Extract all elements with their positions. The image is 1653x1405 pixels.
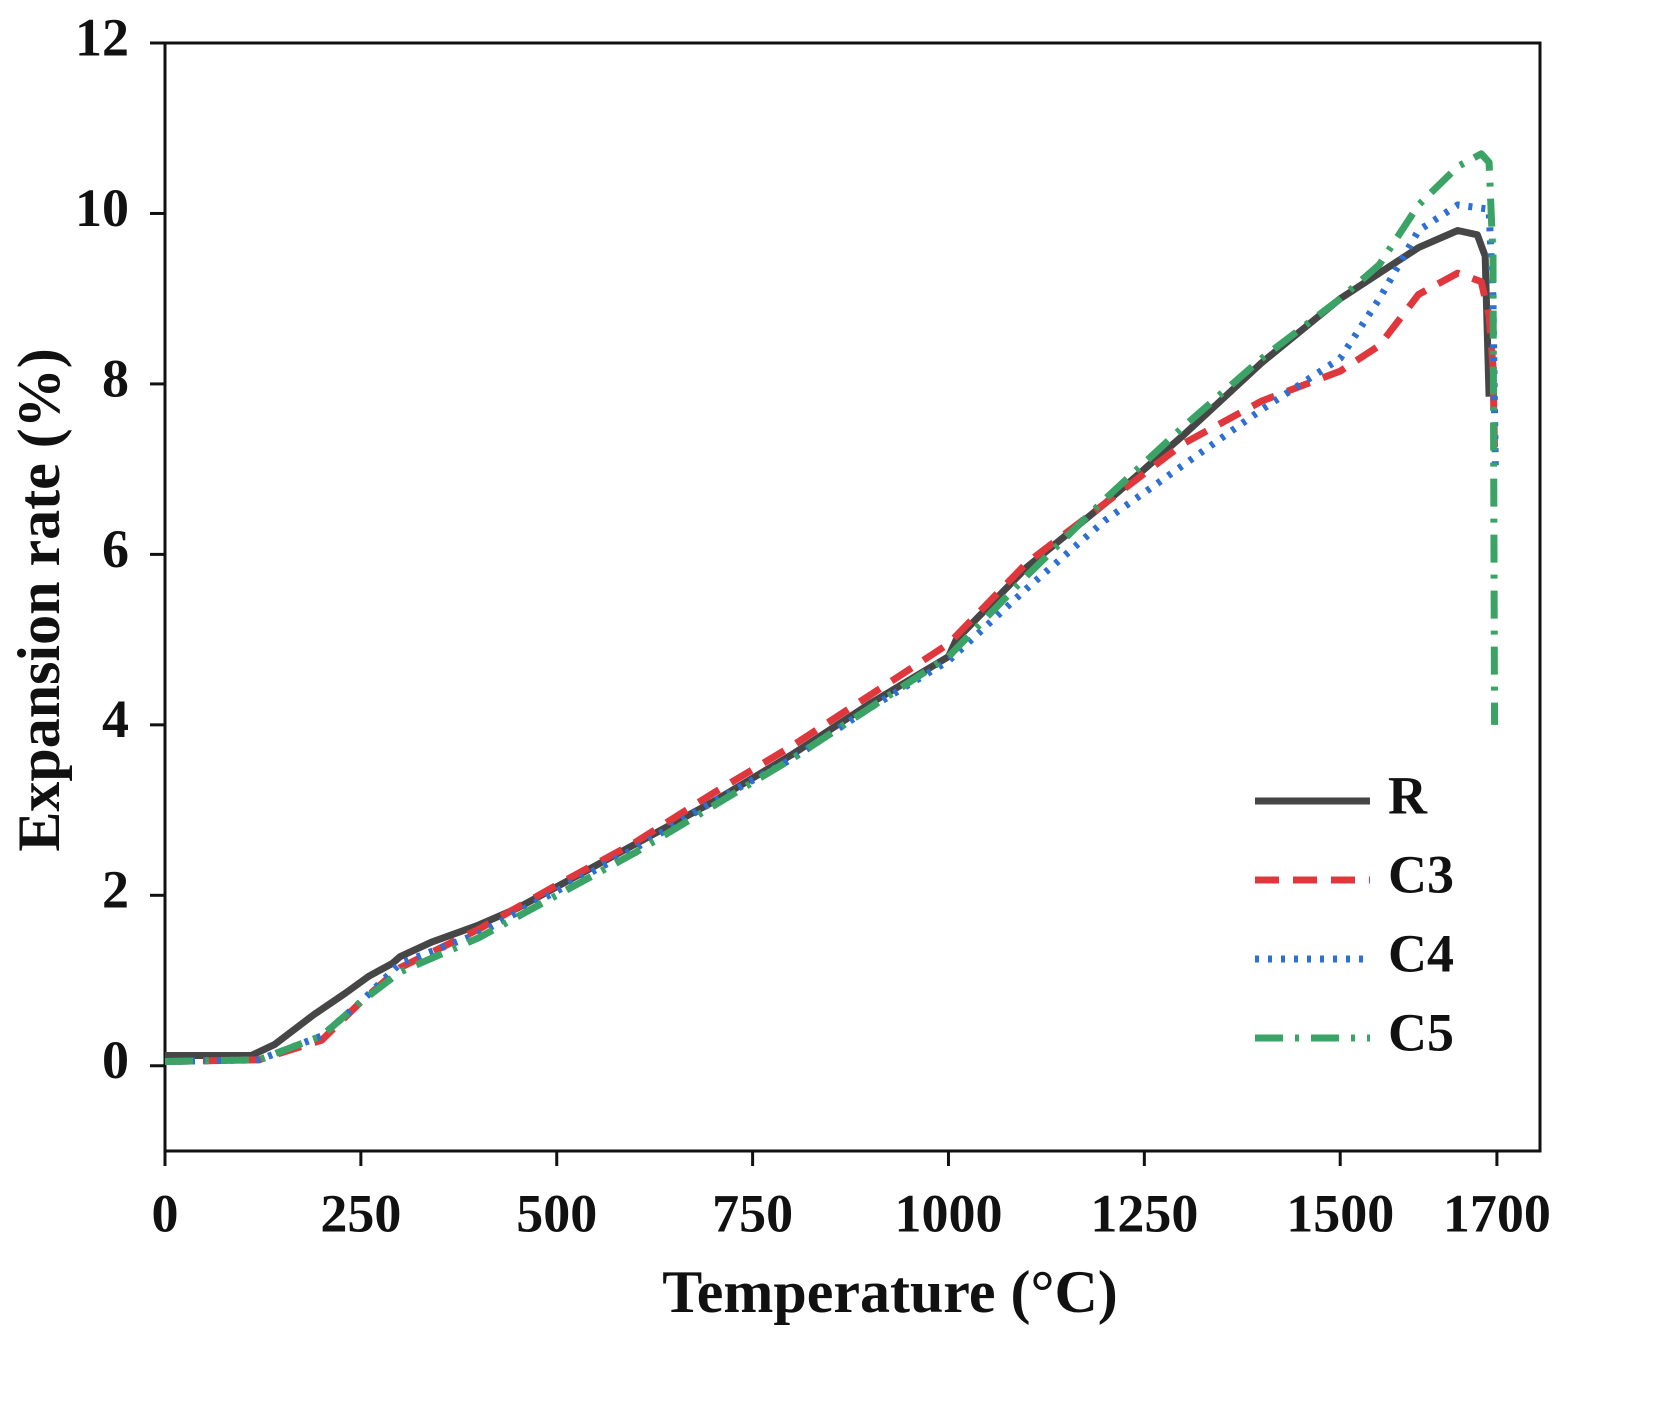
line-series	[165, 227, 1493, 1060]
legend-label: C5	[1388, 1002, 1454, 1062]
x-tick-label: 750	[712, 1183, 793, 1243]
legend-label: C3	[1388, 844, 1454, 904]
y-axis-title: Expansion rate (%)	[6, 348, 72, 851]
x-tick-label: 1700	[1443, 1183, 1551, 1243]
legend-label: C4	[1388, 923, 1454, 983]
line-series	[164, 269, 1499, 1066]
y-tick-label: 0	[102, 1030, 129, 1090]
line-series	[164, 150, 1499, 1066]
y-tick-label: 4	[102, 689, 129, 749]
y-tick-label: 10	[75, 178, 129, 238]
x-tick-label: 0	[152, 1183, 179, 1243]
x-tick-label: 1250	[1090, 1183, 1198, 1243]
x-tick-label: 1000	[894, 1183, 1002, 1243]
y-tick-label: 12	[75, 7, 129, 67]
legend-label: R	[1388, 765, 1428, 825]
y-tick-label: 8	[102, 348, 129, 408]
x-tick-label: 500	[516, 1183, 597, 1243]
y-tick-label: 6	[102, 519, 129, 579]
plot-frame	[163, 41, 1542, 1153]
x-axis-title: Temperature (°C)	[662, 1259, 1118, 1325]
x-tick-label: 250	[320, 1183, 401, 1243]
y-tick-label: 2	[102, 860, 129, 920]
x-tick-label: 1500	[1286, 1183, 1394, 1243]
line-series	[164, 201, 1499, 1066]
